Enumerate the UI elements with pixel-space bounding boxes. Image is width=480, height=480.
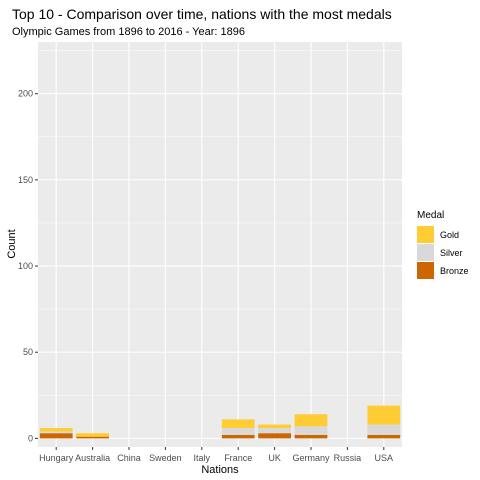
x-tick-label: Sweden xyxy=(149,453,182,463)
bar-silver-uk xyxy=(258,428,291,434)
legend-label-silver: Silver xyxy=(440,248,463,258)
bar-bronze-hungary xyxy=(39,433,73,439)
grid-lines xyxy=(38,42,402,447)
y-axis-ticks: 0 50 100 150 200 xyxy=(18,89,38,443)
bar-bronze-australia xyxy=(76,436,109,439)
bar-silver-usa xyxy=(367,424,401,435)
y-tick-label: 200 xyxy=(18,89,33,99)
bar-silver-germany xyxy=(294,426,328,435)
x-tick-label: Australia xyxy=(75,453,110,463)
legend-key-bronze xyxy=(417,262,434,279)
y-tick-label: 50 xyxy=(23,347,33,357)
bar-bronze-france xyxy=(221,434,255,439)
bar-bronze-germany xyxy=(294,434,328,439)
legend: Medal Gold Silver Bronze xyxy=(417,210,469,279)
chart-title: Top 10 - Comparison over time, nations w… xyxy=(12,6,392,22)
bar-bronze-uk xyxy=(258,433,291,439)
x-tick-label: France xyxy=(224,453,252,463)
y-axis-title: Count xyxy=(6,229,18,258)
bars xyxy=(39,405,401,439)
bar-gold-hungary xyxy=(39,428,73,432)
x-axis-ticks: Hungary Australia China Sweden Italy France UK… xyxy=(39,447,393,463)
x-tick-label: UK xyxy=(268,453,281,463)
x-tick-label: Italy xyxy=(194,453,211,463)
legend-title: Medal xyxy=(417,210,444,221)
bar-bronze-usa xyxy=(367,434,401,439)
bar-silver-france xyxy=(221,428,255,435)
y-tick-label: 100 xyxy=(18,261,33,271)
bar-gold-usa xyxy=(367,405,401,425)
legend-key-gold xyxy=(417,226,434,243)
x-tick-label: China xyxy=(117,453,141,463)
x-tick-label: Russia xyxy=(334,453,362,463)
legend-label-bronze: Bronze xyxy=(440,266,469,276)
bar-gold-australia xyxy=(76,433,109,437)
bar-gold-germany xyxy=(294,414,328,427)
x-axis-title: Nations xyxy=(201,464,239,476)
x-tick-label: Hungary xyxy=(39,453,74,463)
chart-subtitle: Olympic Games from 1896 to 2016 - Year: … xyxy=(12,26,245,38)
x-tick-label: USA xyxy=(375,453,394,463)
bar-silver-hungary xyxy=(39,431,73,434)
y-tick-label: 0 xyxy=(28,433,33,443)
bar-gold-france xyxy=(221,419,255,429)
plot-panel xyxy=(38,42,402,447)
y-tick-label: 150 xyxy=(18,175,33,185)
x-tick-label: Germany xyxy=(292,453,330,463)
bar-gold-uk xyxy=(258,424,291,429)
legend-label-gold: Gold xyxy=(440,230,459,240)
legend-key-silver xyxy=(417,244,434,261)
